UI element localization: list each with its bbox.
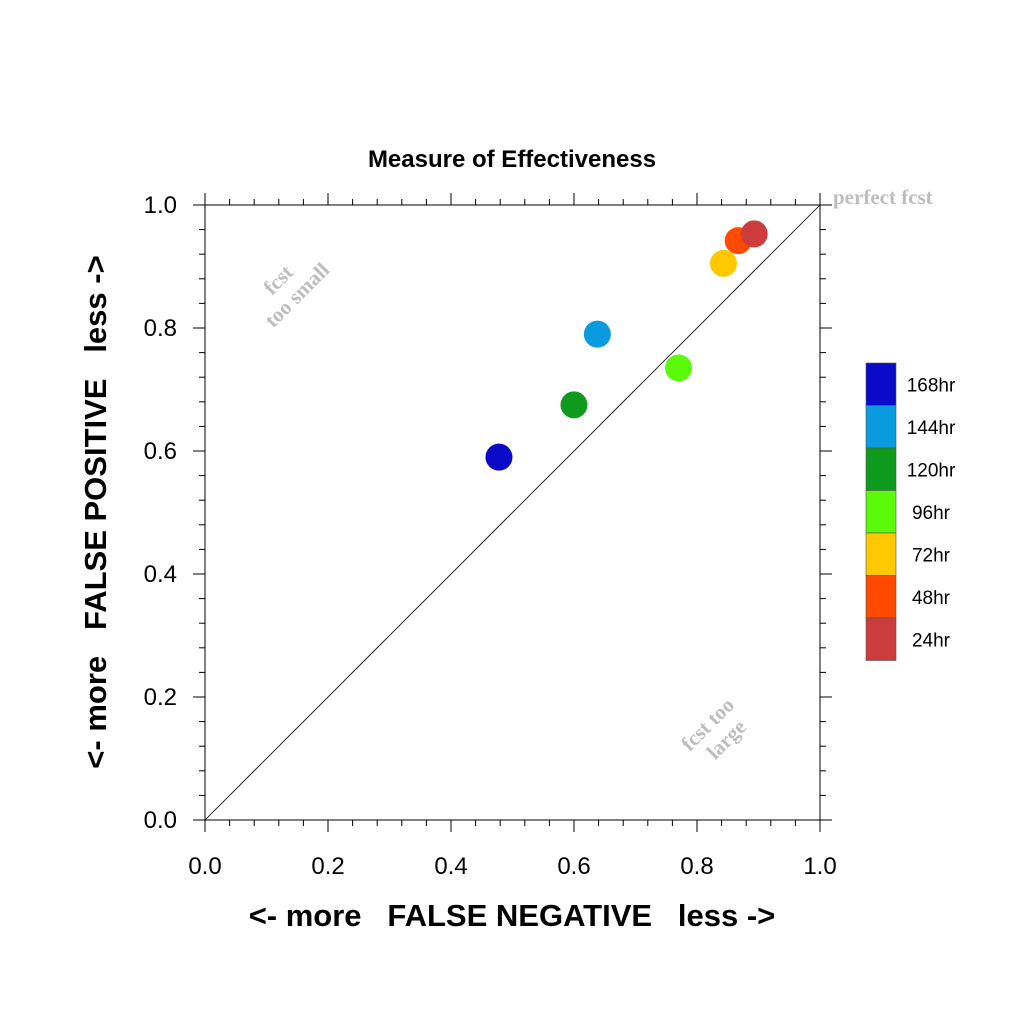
point-24hr — [740, 220, 768, 248]
legend-swatch-72hr — [865, 532, 897, 576]
y-tick-label: 0.0 — [144, 807, 177, 834]
point-144hr — [583, 320, 611, 348]
y-tick-label: 0.6 — [144, 438, 177, 465]
legend-label-144hr: 144hr — [907, 418, 956, 439]
point-96hr — [665, 354, 693, 382]
y-tick-label: 0.4 — [144, 561, 177, 588]
legend-label-24hr: 24hr — [912, 630, 951, 651]
axis-ticks — [193, 193, 832, 832]
legend-label-72hr: 72hr — [912, 545, 951, 566]
x-tick-label: 0.2 — [311, 853, 344, 880]
x-tick-label: 1.0 — [803, 853, 836, 880]
x-tick-label: 0.0 — [188, 853, 221, 880]
data-points — [485, 220, 768, 471]
y-axis-label: <- more FALSE POSITIVE less -> — [78, 255, 113, 768]
point-168hr — [485, 443, 513, 471]
y-tick-label: 0.8 — [144, 315, 177, 342]
plot-frame — [204, 204, 821, 821]
legend-swatch-96hr — [865, 490, 897, 534]
y-tick-label: 1.0 — [144, 192, 177, 219]
legend-label-120hr: 120hr — [907, 460, 956, 481]
perfect-forecast-diagonal — [204, 204, 821, 821]
point-120hr — [560, 391, 588, 419]
x-tick-label: 0.4 — [434, 853, 467, 880]
y-tick-label: 0.2 — [144, 684, 177, 711]
legend-swatch-168hr — [865, 362, 897, 406]
too-large-label: fcst too large — [676, 689, 759, 772]
plot-border — [204, 204, 821, 821]
legend-label-168hr: 168hr — [907, 375, 956, 396]
legend-swatch-120hr — [865, 447, 897, 491]
x-tick-label: 0.6 — [557, 853, 590, 880]
legend-swatch-144hr — [865, 405, 897, 449]
x-axis-label: <- more FALSE NEGATIVE less -> — [249, 898, 776, 933]
legend-swatch-48hr — [865, 575, 897, 619]
point-72hr — [709, 249, 737, 277]
legend-label-48hr: 48hr — [912, 588, 951, 609]
x-tick-label: 0.8 — [680, 853, 713, 880]
chart-title: Measure of Effectiveness — [368, 146, 656, 173]
perfect-forecast-label: perfect fcst — [833, 185, 933, 209]
legend-label-96hr: 96hr — [912, 503, 951, 524]
legend: 168hr 144hr 120hr 96hr 72hr 48hr 24hr — [865, 362, 956, 661]
legend-swatch-24hr — [865, 617, 897, 661]
too-small-label: fcst too small — [243, 241, 334, 332]
axis-tick-labels: 0.0 0.2 0.4 0.6 0.8 1.0 0.0 0.2 0.4 0.6 0.8 1.0 — [144, 192, 837, 880]
